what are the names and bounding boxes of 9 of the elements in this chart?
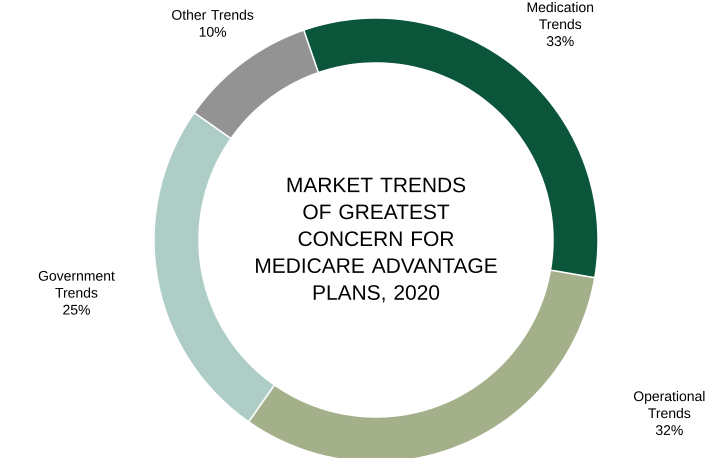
slice-label: Other Trends <box>172 10 254 20</box>
data-label: 33% <box>546 36 574 46</box>
slice-label: Operational Trends <box>634 390 704 418</box>
slice-label: Medication Trends <box>528 2 594 30</box>
data-label: 32% <box>656 425 683 436</box>
slice-label: Government Trends <box>38 270 115 298</box>
data-label: 25% <box>63 304 90 315</box>
data-label: 10% <box>200 26 226 37</box>
text: MARKET TRENDS OF GREATEST CONCERN FOR MEDICARE ADVANTAGE PLANS, 2020 <box>256 178 497 302</box>
